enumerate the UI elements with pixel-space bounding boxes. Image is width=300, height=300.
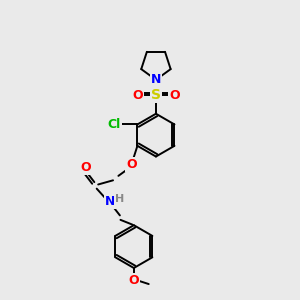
Text: N: N [151,71,161,84]
Text: Cl: Cl [108,118,121,131]
Text: O: O [128,274,139,287]
Text: S: S [151,88,161,102]
Text: O: O [132,89,143,102]
Text: O: O [126,158,137,171]
Text: N: N [105,195,115,208]
Text: O: O [169,89,180,102]
Text: H: H [115,194,124,204]
Text: O: O [80,161,91,174]
Text: N: N [151,73,161,86]
